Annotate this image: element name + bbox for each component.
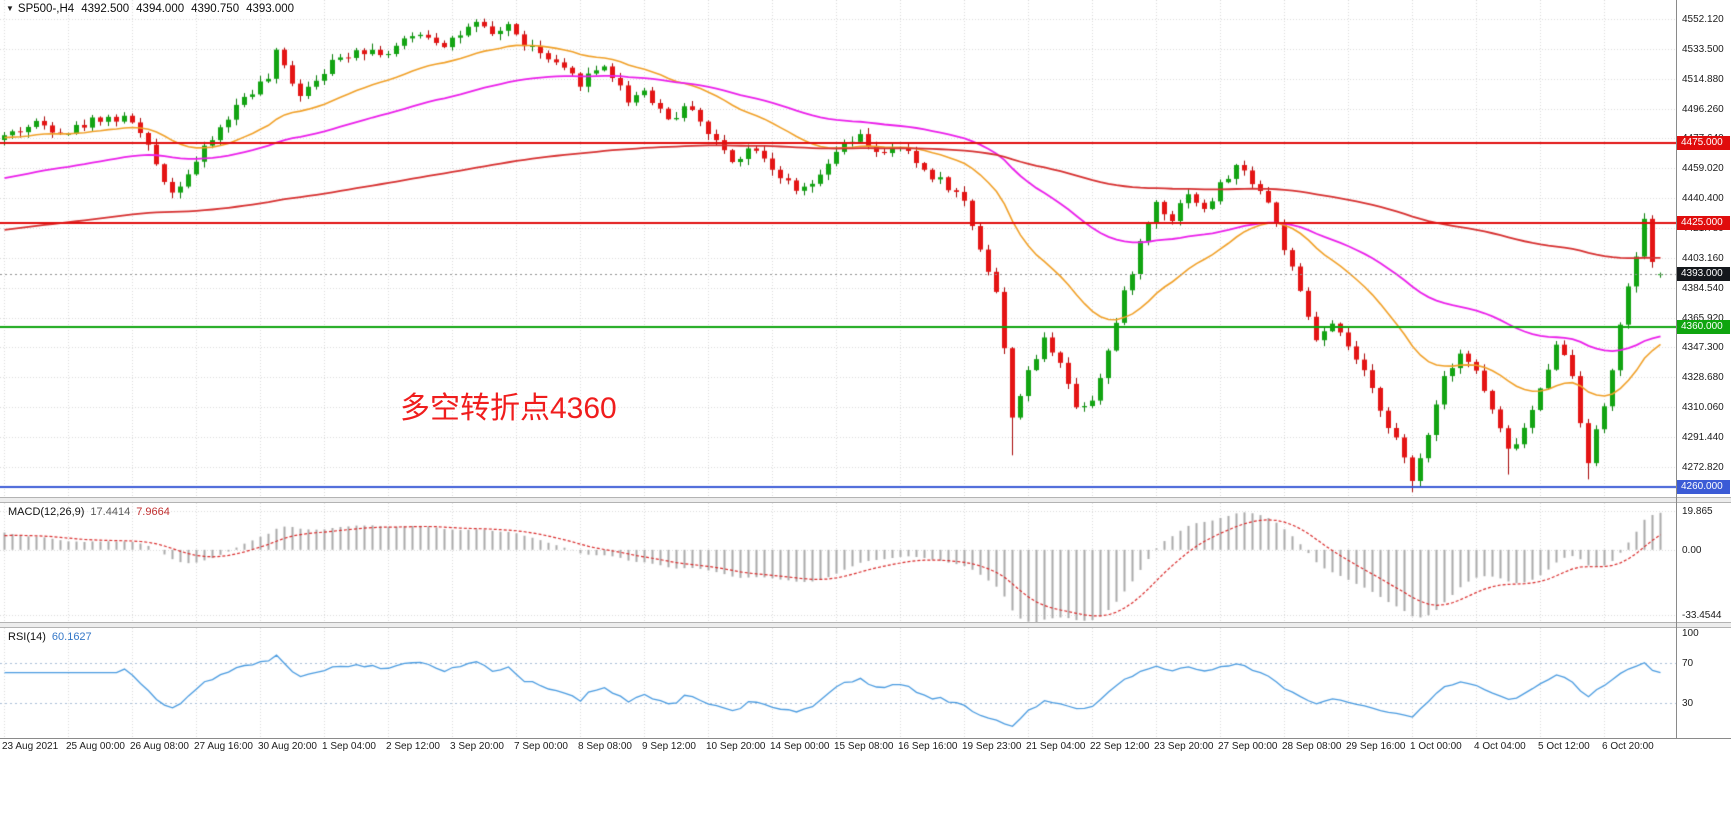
macd-scale-tick: 0.00 [1682, 544, 1702, 556]
price-scale-tick: 4552.120 [1682, 14, 1724, 26]
time-scale-label: 22 Sep 12:00 [1090, 741, 1150, 752]
price-scale-tick: 4533.500 [1682, 43, 1724, 55]
price-chart-canvas[interactable] [0, 0, 1676, 497]
price-scale-column[interactable]: 4552.1204533.5004514.8804496.2604477.640… [1676, 0, 1731, 738]
macd-name: MACD(12,26,9) [8, 506, 85, 518]
price-scale-tick: 4328.680 [1682, 372, 1724, 384]
time-scale-label: 9 Sep 12:00 [642, 741, 696, 752]
time-scale-label: 7 Sep 00:00 [514, 741, 568, 752]
rsi-panel-canvas[interactable] [0, 628, 1676, 738]
ohlc-close: 4393.000 [246, 3, 295, 15]
rsi-indicator-label: RSI(14) 60.1627 [8, 631, 92, 643]
current-price-box: 4393.000 [1677, 267, 1730, 282]
time-scale-label: 27 Aug 16:00 [194, 741, 253, 752]
panel-separator-rsi[interactable] [0, 622, 1731, 628]
macd-scale-tick: -33.4544 [1682, 610, 1722, 622]
time-scale-label: 25 Aug 00:00 [66, 741, 125, 752]
price-scale-tick: 4272.820 [1682, 461, 1724, 473]
chart-text-annotation: 多空转折点4360 [400, 392, 617, 425]
time-scale-label: 14 Sep 00:00 [770, 741, 830, 752]
price-scale-tick: 4347.300 [1682, 342, 1724, 354]
time-scale-label: 1 Oct 00:00 [1410, 741, 1462, 752]
time-scale-label: 1 Sep 04:00 [322, 741, 376, 752]
macd-main-value: 17.4414 [90, 506, 131, 518]
symbol-timeframe-label: SP500-,H4 [17, 3, 75, 15]
price-level-box: 4475.000 [1677, 135, 1730, 150]
rsi-scale-tick: 100 [1682, 628, 1699, 639]
time-scale-label: 3 Sep 20:00 [450, 741, 504, 752]
panel-separator-macd[interactable] [0, 497, 1731, 503]
chart-title: ▼ SP500-,H4 4392.500 4394.000 4390.750 4393.0… [6, 3, 294, 15]
ohlc-low: 4390.750 [191, 3, 240, 15]
time-scale-label: 29 Sep 16:00 [1346, 741, 1406, 752]
time-scale-label: 21 Sep 04:00 [1026, 741, 1086, 752]
price-scale-tick: 4403.160 [1682, 252, 1724, 264]
time-scale-row[interactable]: 23 Aug 2021 25 Aug 00:00 26 Aug 08:00 27 Au… [0, 739, 1676, 757]
time-scale-label: 28 Sep 08:00 [1282, 741, 1342, 752]
rsi-value: 60.1627 [51, 631, 92, 643]
time-scale-label: 10 Sep 20:00 [706, 741, 766, 752]
ohlc-open: 4392.500 [81, 3, 130, 15]
price-scale-tick: 4291.440 [1682, 431, 1724, 443]
time-scale-label: 4 Oct 04:00 [1474, 741, 1526, 752]
time-scale-label: 16 Sep 16:00 [898, 741, 958, 752]
time-scale-label: 23 Sep 20:00 [1154, 741, 1214, 752]
price-level-box: 4360.000 [1677, 320, 1730, 335]
time-scale-label: 15 Sep 08:00 [834, 741, 894, 752]
price-scale-tick: 4496.260 [1682, 103, 1724, 115]
price-scale-tick: 4440.400 [1682, 193, 1724, 205]
macd-indicator-label: MACD(12,26,9) 17.4414 7.9664 [8, 506, 170, 518]
time-axis-border [0, 738, 1731, 739]
macd-scale-tick: 19.865 [1682, 506, 1713, 518]
price-scale-tick: 4514.880 [1682, 73, 1724, 85]
time-scale-label: 5 Oct 12:00 [1538, 741, 1590, 752]
rsi-scale-tick: 70 [1682, 658, 1694, 669]
time-scale-label: 26 Aug 08:00 [130, 741, 189, 752]
time-scale-label: 23 Aug 2021 [2, 741, 59, 752]
price-scale-tick: 4310.060 [1682, 402, 1724, 414]
time-scale-label: 19 Sep 23:00 [962, 741, 1022, 752]
price-scale-tick: 4459.020 [1682, 163, 1724, 175]
rsi-name: RSI(14) [8, 631, 46, 643]
macd-panel-canvas[interactable] [0, 503, 1676, 622]
time-scale-label: 30 Aug 20:00 [258, 741, 317, 752]
price-scale-border [1676, 0, 1677, 738]
price-scale-tick: 4384.540 [1682, 282, 1724, 294]
price-level-box: 4425.000 [1677, 215, 1730, 230]
time-scale-label: 27 Sep 00:00 [1218, 741, 1278, 752]
rsi-scale-tick: 30 [1682, 698, 1694, 709]
price-level-box: 4260.000 [1677, 480, 1730, 495]
ohlc-high: 4394.000 [136, 3, 185, 15]
time-scale-label: 8 Sep 08:00 [578, 741, 632, 752]
macd-signal-value: 7.9664 [136, 506, 170, 518]
time-scale-label: 6 Oct 20:00 [1602, 741, 1654, 752]
time-scale-label: 2 Sep 12:00 [386, 741, 440, 752]
price-scale-tick: 4365.920 [1682, 312, 1724, 324]
symbol-dropdown-icon[interactable]: ▼ [6, 4, 14, 13]
